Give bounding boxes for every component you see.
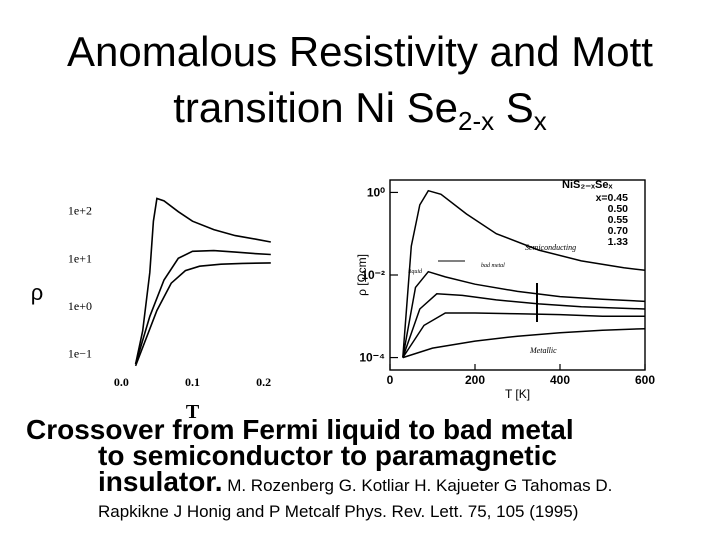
series-line-3 <box>402 293 646 358</box>
legend-entry: x=0.45 <box>596 192 629 204</box>
annotation-bad-metal: bad metal <box>481 263 505 269</box>
y-axis-label: ρ <box>31 280 44 305</box>
series-line-4 <box>402 312 645 359</box>
x-tick-label: 600 <box>635 373 655 387</box>
legend-title: NiS₂₋ₓSeₓ <box>562 179 614 191</box>
annotation-semiconducting: Semiconducting <box>525 243 576 252</box>
series-line-3 <box>134 262 271 367</box>
caption-line-3: insulator. M. Rozenberg G. Kotliar H. Ka… <box>26 466 706 499</box>
y-tick-label: 1e+1 <box>68 251 92 265</box>
legend-entry: 0.50 <box>608 203 629 215</box>
x-tick-label: 0 <box>387 373 394 387</box>
y-tick-label: 10⁰ <box>367 185 385 199</box>
annotation-liquid: liquid <box>408 269 423 275</box>
title-mid: S <box>494 84 534 131</box>
experiment-resistivity-chart: 10⁰ 10⁻² 10⁻⁴0 200 400 600 ρ [Ωcm] T [K] NiS₂₋ₓS… <box>355 179 655 401</box>
annotation-metallic: Metallic <box>529 346 557 355</box>
caption-insulator: insulator. <box>98 466 223 497</box>
series-line-2 <box>402 270 646 358</box>
caption-citation-authors: M. Rozenberg G. Kotliar H. Kajueter G Ta… <box>222 476 613 495</box>
slide-title-line-2: transition Ni Se2-x Sx <box>0 82 720 134</box>
x-tick-label: 0.1 <box>185 375 200 389</box>
x-tick-label: 200 <box>465 373 485 387</box>
caption-line-2: to semiconductor to paramagnetic <box>98 440 557 471</box>
caption-citation-journal: Rapkikne J Honig and P Metcalf Phys. Rev… <box>98 502 579 521</box>
caption-line-1: Crossover from Fermi liquid to bad metal <box>26 414 574 445</box>
legend-entry: 0.70 <box>608 225 629 237</box>
series-line-2 <box>134 249 271 365</box>
y-axis-label: ρ [Ωcm] <box>355 254 369 296</box>
y-tick-label: 10⁻⁴ <box>359 351 385 365</box>
title-subscript-1: 2-x <box>457 106 495 136</box>
x-tick-label: 0.0 <box>114 375 129 389</box>
x-axis-label: T <box>186 401 200 423</box>
series-line-5 <box>402 327 646 359</box>
series-line-1 <box>134 197 271 365</box>
y-tick-label: 1e−1 <box>68 346 92 360</box>
y-tick-label: 10⁻² <box>361 268 385 282</box>
legend-entry: 1.33 <box>608 236 629 248</box>
y-tick-label: 1e+2 <box>68 204 92 218</box>
x-axis-label: T [K] <box>505 387 530 401</box>
x-tick-label: 0.2 <box>256 375 271 389</box>
theory-resistivity-chart: 1e+2 1e+1 1e+0 1e−1 0.0 0.1 0.2 ρ T <box>31 197 271 423</box>
title-subscript-2: x <box>533 106 547 136</box>
slide-title-line-1: Anomalous Resistivity and Mott <box>67 28 653 75</box>
slide-caption: Crossover from Fermi liquid to bad metal… <box>26 414 706 523</box>
title-prefix: transition Ni Se <box>173 84 458 131</box>
x-tick-label: 400 <box>550 373 570 387</box>
legend-entry: 0.55 <box>608 214 629 226</box>
y-tick-label: 1e+0 <box>68 299 92 313</box>
series-line-1 <box>402 189 646 358</box>
